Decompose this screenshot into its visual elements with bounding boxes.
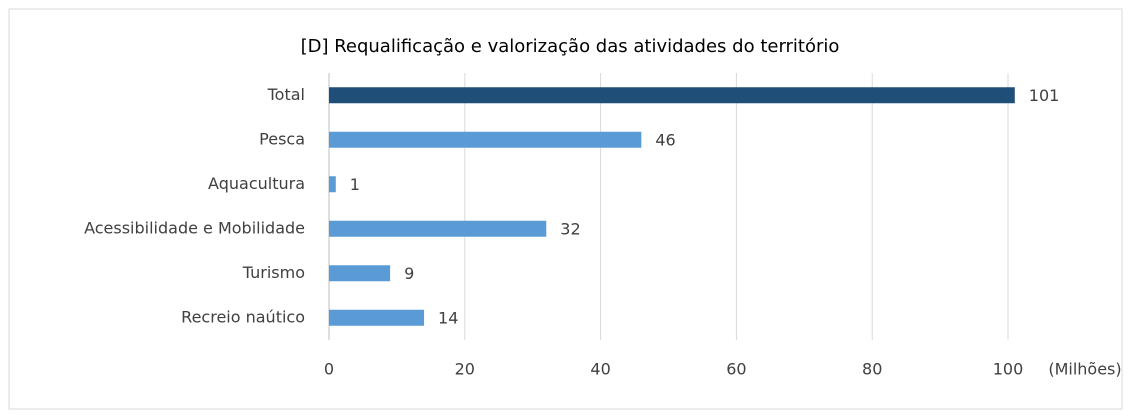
value-label: 101 <box>1029 86 1060 105</box>
bar <box>329 176 336 193</box>
bar <box>329 309 425 326</box>
y-tick-label: Pesca <box>259 129 305 148</box>
chart-title: [D] Requalificação e valorização das ati… <box>301 36 840 57</box>
value-label: 14 <box>438 308 458 327</box>
chart-border <box>8 8 1123 410</box>
value-label: 46 <box>655 130 675 149</box>
bar <box>329 131 642 148</box>
x-tick-label: 80 <box>862 360 882 379</box>
y-tick-label: Total <box>267 85 305 104</box>
bar <box>329 87 1015 104</box>
value-label: 9 <box>404 264 414 283</box>
x-tick-label: 40 <box>590 360 610 379</box>
x-axis-label: (Milhões) <box>1048 360 1121 379</box>
y-tick-label: Aquacultura <box>208 174 305 193</box>
y-tick-label: Turismo <box>242 263 305 282</box>
x-tick-label: 60 <box>726 360 746 379</box>
x-tick-label: 0 <box>324 360 334 379</box>
x-tick-label: 20 <box>455 360 475 379</box>
y-tick-label: Recreio naútico <box>181 307 305 326</box>
bar <box>329 220 547 237</box>
y-tick-label: Acessibilidade e Mobilidade <box>84 218 305 237</box>
value-label: 1 <box>350 175 360 194</box>
x-tick-label: 100 <box>993 360 1024 379</box>
bar <box>329 265 391 282</box>
value-label: 32 <box>560 219 580 238</box>
